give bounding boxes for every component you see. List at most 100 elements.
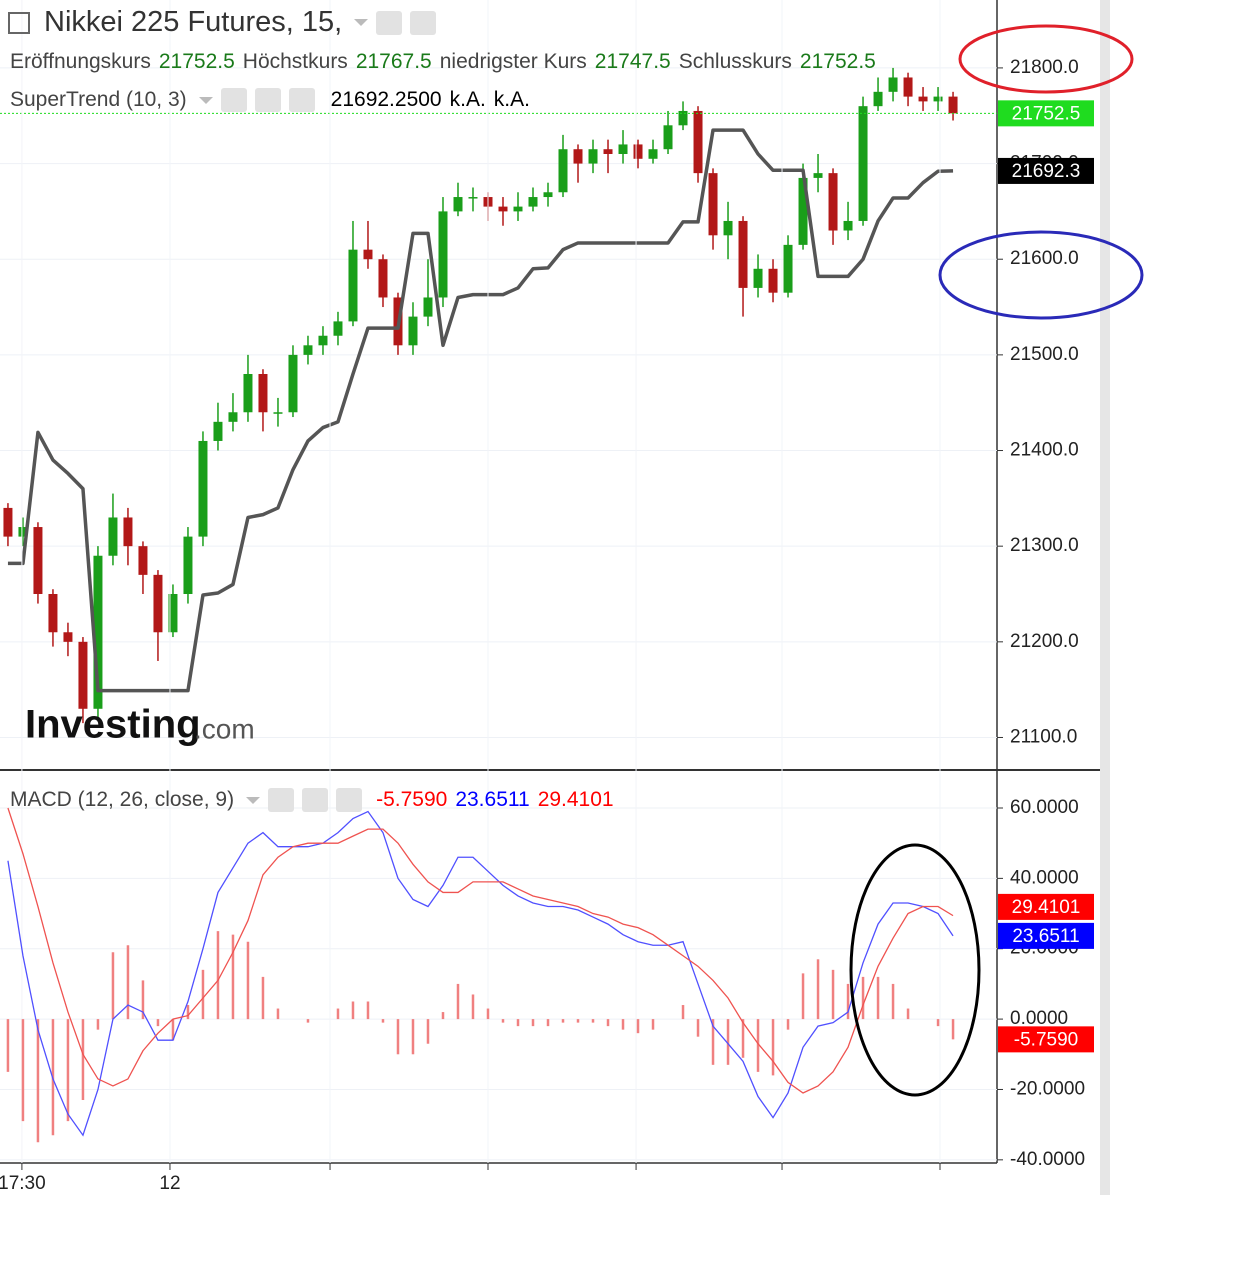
macd-legend: MACD (12, 26, close, 9) -5.7590 23.6511 29… xyxy=(10,788,622,812)
last-value-box-label: 29.4101 xyxy=(1012,897,1081,918)
gear-icon[interactable] xyxy=(254,88,281,112)
candle-body xyxy=(888,77,898,92)
scrollbar xyxy=(1100,0,1110,1195)
dropdown[interactable] xyxy=(246,796,261,804)
candle-body xyxy=(933,96,943,102)
indicator-box-label: 21692.3 xyxy=(1012,161,1081,182)
eye-icon[interactable] xyxy=(376,10,403,35)
indicator-legend: SuperTrend (10, 3) 21692.2500 k.A. k.A. xyxy=(10,88,538,112)
candle-body xyxy=(693,110,703,174)
candle-body xyxy=(138,546,148,575)
candle-body xyxy=(663,125,673,150)
candle-body xyxy=(813,173,823,178)
chart-title: Nikkei 225 Futures, 15, xyxy=(44,6,343,38)
candle-body xyxy=(273,412,283,414)
candle-body xyxy=(108,517,118,556)
indicator-name: SuperTrend (10, 3) xyxy=(10,88,187,111)
candle-body xyxy=(648,149,658,159)
gear-icon[interactable] xyxy=(302,788,329,812)
candle-body xyxy=(48,594,58,633)
candle-body xyxy=(153,574,163,633)
candle-body xyxy=(93,555,103,709)
candle-body xyxy=(708,173,718,236)
dropdown[interactable] xyxy=(198,96,213,104)
y-tick-label: 0.0000 xyxy=(1010,1008,1068,1029)
candle-body xyxy=(123,517,133,547)
candle-body xyxy=(903,77,913,97)
candle-body xyxy=(723,220,733,236)
candle-body xyxy=(798,177,808,245)
candle-body xyxy=(3,507,13,537)
annotation-ellipse xyxy=(938,230,1144,320)
legend-label: Eröffnungskurs xyxy=(10,50,151,73)
candle-body xyxy=(408,316,418,346)
candle-body xyxy=(858,106,868,221)
legend-value: 29.4101 xyxy=(537,788,614,811)
last-price-box xyxy=(998,100,1094,127)
candle-body xyxy=(603,149,613,154)
y-tick-label: 21300.0 xyxy=(1010,535,1079,556)
y-tick-label: 21200.0 xyxy=(1010,631,1079,652)
watermark: Investing xyxy=(25,703,201,747)
candle-body xyxy=(33,527,43,594)
candle-body xyxy=(183,536,193,594)
candle-body xyxy=(843,220,853,231)
last-value-box xyxy=(998,1026,1094,1053)
legend-label: Schlusskurs xyxy=(678,50,792,73)
last-value-box xyxy=(998,922,1094,949)
y-tick-label: -40.0000 xyxy=(1010,1149,1085,1170)
y-tick-label: 21500.0 xyxy=(1010,344,1079,365)
indicator-value: 21692.2500 xyxy=(330,88,442,111)
ohlc-legend: Eröffnungskurs 21752.5 Höchstkurs 21767.5 ni… xyxy=(10,50,884,74)
candle-body xyxy=(318,335,328,346)
candle-body xyxy=(738,220,748,288)
x-tick-label: 12 xyxy=(159,1173,180,1194)
candle-body xyxy=(873,91,883,107)
candle-body xyxy=(423,297,433,317)
indicator-value: k.A. xyxy=(493,88,530,111)
legend-value: 23.6511 xyxy=(455,788,530,811)
candle-body xyxy=(78,641,88,709)
candle-body xyxy=(378,259,388,298)
gear-icon[interactable] xyxy=(410,10,437,35)
last-value-box-label: -5.7590 xyxy=(1014,1029,1078,1050)
eye-icon[interactable] xyxy=(220,88,247,112)
watermark: .com xyxy=(194,713,255,744)
candle-body xyxy=(333,321,343,336)
collapse-icon[interactable] xyxy=(8,11,30,34)
candle-body xyxy=(618,144,628,154)
dropdown[interactable] xyxy=(354,19,369,26)
x-tick-label: 17:30 xyxy=(0,1173,46,1194)
candle-body xyxy=(303,345,313,355)
indicator-value: k.A. xyxy=(449,88,486,111)
close-icon[interactable] xyxy=(288,88,315,112)
candle-body xyxy=(288,354,298,413)
last-value-box xyxy=(998,893,1094,920)
candle-body xyxy=(918,96,928,102)
y-tick-label: 21400.0 xyxy=(1010,440,1079,461)
candle-body xyxy=(558,149,568,193)
legend-value: 21767.5 xyxy=(355,50,432,73)
candle-body xyxy=(213,421,223,441)
macd-line xyxy=(7,810,954,1137)
candle-body xyxy=(678,110,688,126)
candle-body xyxy=(228,412,238,422)
annotation-ellipse xyxy=(958,24,1134,94)
last-price-box-label: 21752.5 xyxy=(1012,103,1081,124)
macd-title: MACD (12, 26, close, 9) xyxy=(10,788,235,811)
y-tick-label: 40.0000 xyxy=(1010,867,1079,888)
eye-icon[interactable] xyxy=(268,788,295,812)
candle-body xyxy=(363,249,373,260)
candle-body xyxy=(513,206,523,212)
close-icon[interactable] xyxy=(336,788,363,812)
candle-body xyxy=(468,197,478,199)
legend-value: 21747.5 xyxy=(594,50,671,73)
chart-layer xyxy=(0,0,997,1163)
y-tick-label: 60.0000 xyxy=(1010,797,1079,818)
candle-body xyxy=(633,144,643,159)
supertrend-line xyxy=(7,128,954,693)
title-row: Nikkei 225 Futures, 15, xyxy=(8,6,444,39)
candle-body xyxy=(453,197,463,212)
